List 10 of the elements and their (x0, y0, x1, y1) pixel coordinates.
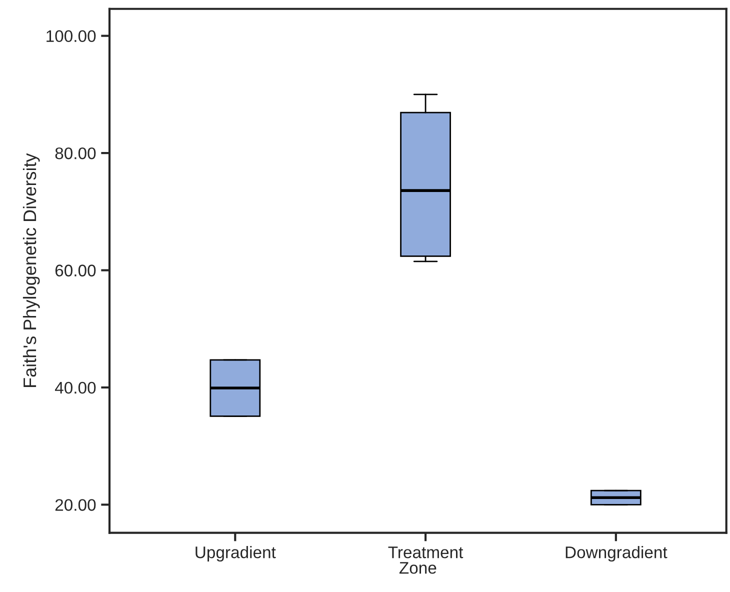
y-tick-label: 40.00 (54, 382, 96, 394)
y-tick-label: 80.00 (55, 147, 96, 160)
y-tick-label: 60.00 (55, 264, 96, 276)
x-tick-label: Downgradient (566, 546, 668, 562)
y-tick-label: 20.00 (55, 499, 96, 511)
x-tick-label: Upgradient (196, 546, 276, 562)
y-axis-title: Faith's Phylogenetic Diversity (22, 153, 40, 387)
y-tick-label: 100.00 (46, 30, 96, 42)
x-axis-title: Zone (399, 562, 436, 574)
x-tick-label: Treatment (388, 546, 464, 558)
